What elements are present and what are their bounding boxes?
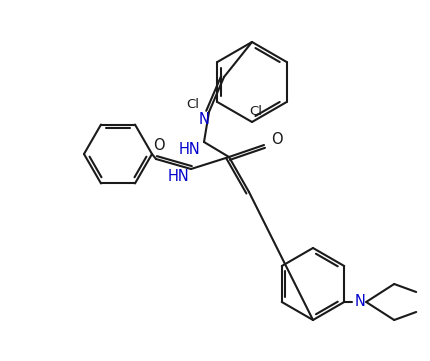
Text: Cl: Cl xyxy=(186,97,199,110)
Text: N: N xyxy=(354,295,365,309)
Text: O: O xyxy=(153,139,164,153)
Text: N: N xyxy=(198,113,209,127)
Text: HN: HN xyxy=(168,170,190,184)
Text: HN: HN xyxy=(179,143,200,157)
Text: Cl: Cl xyxy=(249,105,262,118)
Text: O: O xyxy=(270,132,282,148)
